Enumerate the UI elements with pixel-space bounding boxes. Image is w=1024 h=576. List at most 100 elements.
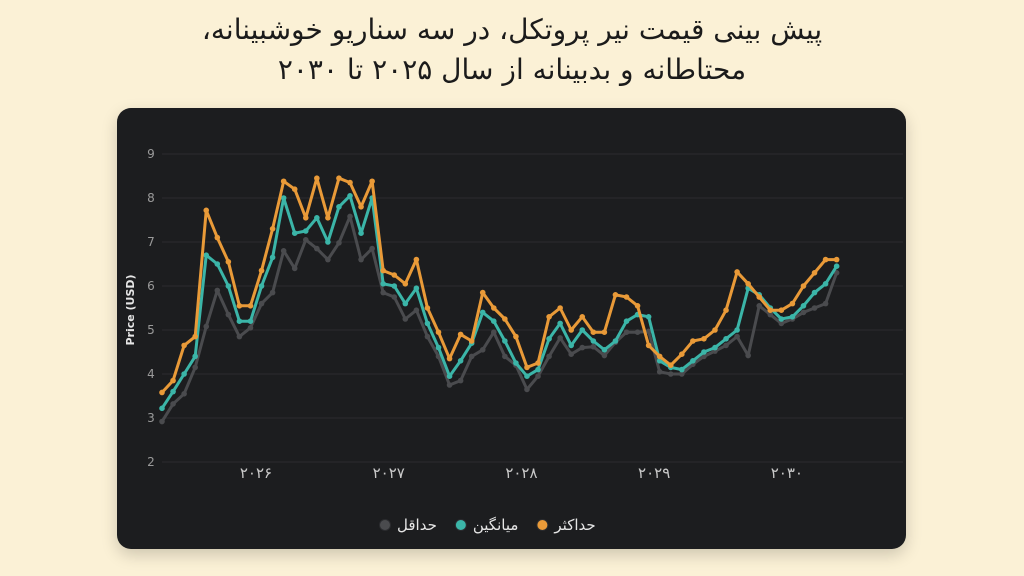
data-point bbox=[302, 228, 309, 234]
data-point bbox=[601, 347, 608, 353]
data-point bbox=[833, 263, 840, 269]
data-point bbox=[358, 230, 364, 236]
data-point bbox=[701, 336, 707, 342]
y-axis-label: Price (USD) bbox=[124, 274, 137, 345]
data-point bbox=[446, 382, 453, 388]
legend-item: حداکثر bbox=[536, 516, 596, 534]
data-point bbox=[203, 207, 210, 214]
data-point bbox=[557, 320, 563, 327]
data-point bbox=[778, 320, 785, 327]
data-point bbox=[800, 303, 807, 309]
data-point bbox=[723, 342, 729, 349]
data-point bbox=[811, 270, 818, 276]
data-point bbox=[358, 204, 364, 210]
data-point bbox=[302, 215, 309, 221]
data-point bbox=[314, 215, 320, 221]
y-tick-label: 9 bbox=[147, 147, 155, 161]
data-point bbox=[225, 259, 232, 265]
data-point bbox=[568, 351, 575, 357]
data-point bbox=[756, 303, 763, 309]
data-point bbox=[159, 389, 165, 396]
legend-item: میانگین bbox=[454, 516, 519, 534]
data-point bbox=[457, 377, 464, 384]
data-point bbox=[690, 358, 696, 364]
data-point bbox=[667, 362, 674, 368]
data-point bbox=[723, 307, 729, 313]
data-point bbox=[712, 344, 718, 351]
chart-title: پیش بینی قیمت نیر پروتکل، در سه سناریو خ… bbox=[0, 10, 1024, 90]
data-point bbox=[656, 353, 663, 360]
data-point bbox=[535, 360, 541, 366]
data-point bbox=[502, 316, 508, 322]
data-point bbox=[712, 327, 718, 333]
data-point bbox=[236, 303, 243, 309]
data-point bbox=[347, 179, 353, 186]
data-point bbox=[789, 314, 796, 320]
legend: حداقل میانگین حداکثر bbox=[379, 516, 596, 534]
data-point bbox=[457, 331, 464, 338]
data-point bbox=[778, 307, 785, 313]
data-point bbox=[767, 307, 774, 313]
data-point bbox=[833, 256, 840, 263]
data-point bbox=[612, 292, 619, 298]
data-point bbox=[336, 240, 342, 246]
legend-label: میانگین bbox=[473, 516, 519, 534]
data-point bbox=[225, 283, 232, 289]
data-point bbox=[524, 386, 530, 393]
data-point bbox=[490, 318, 497, 324]
data-point bbox=[502, 338, 508, 344]
data-point bbox=[192, 353, 198, 360]
data-point bbox=[369, 245, 375, 252]
data-point bbox=[822, 256, 829, 263]
data-point bbox=[579, 327, 586, 333]
data-point bbox=[745, 281, 751, 287]
data-point bbox=[347, 193, 353, 199]
data-point bbox=[822, 300, 829, 307]
data-point bbox=[623, 294, 630, 300]
data-point bbox=[413, 307, 420, 313]
data-point bbox=[513, 333, 519, 340]
data-point bbox=[314, 245, 320, 252]
data-point bbox=[269, 226, 276, 232]
data-point bbox=[369, 178, 375, 185]
data-point bbox=[258, 283, 265, 289]
legend-marker bbox=[379, 519, 391, 531]
data-point bbox=[479, 309, 486, 316]
data-point bbox=[247, 318, 254, 324]
data-point bbox=[325, 239, 331, 245]
series-line bbox=[160, 214, 839, 424]
data-point bbox=[159, 405, 165, 412]
data-point bbox=[767, 311, 774, 318]
data-point bbox=[634, 329, 641, 335]
data-point bbox=[701, 349, 707, 355]
legend-marker bbox=[536, 519, 549, 531]
data-point bbox=[280, 195, 287, 201]
data-point bbox=[457, 358, 464, 364]
data-point bbox=[336, 175, 342, 181]
data-point bbox=[291, 265, 298, 272]
data-point bbox=[679, 351, 685, 357]
x-tick-label: ۲۰۲۸ bbox=[505, 464, 537, 482]
data-point bbox=[402, 316, 409, 322]
data-point bbox=[225, 311, 232, 318]
data-point bbox=[579, 344, 586, 351]
data-point bbox=[601, 352, 608, 359]
data-point bbox=[590, 343, 597, 350]
data-point bbox=[269, 254, 276, 261]
series-0 bbox=[159, 213, 840, 425]
data-point bbox=[479, 347, 486, 353]
data-point bbox=[601, 329, 608, 335]
series-2 bbox=[159, 175, 840, 396]
data-point bbox=[623, 329, 630, 335]
data-point bbox=[236, 318, 243, 324]
data-point bbox=[502, 353, 508, 360]
data-point bbox=[358, 256, 364, 263]
data-point bbox=[468, 338, 475, 344]
data-point bbox=[413, 256, 420, 263]
y-tick-label: 3 bbox=[147, 411, 155, 425]
data-point bbox=[656, 369, 663, 375]
data-point bbox=[380, 281, 386, 287]
y-tick-label: 2 bbox=[147, 455, 155, 469]
data-point bbox=[513, 360, 519, 366]
data-point bbox=[723, 336, 729, 342]
